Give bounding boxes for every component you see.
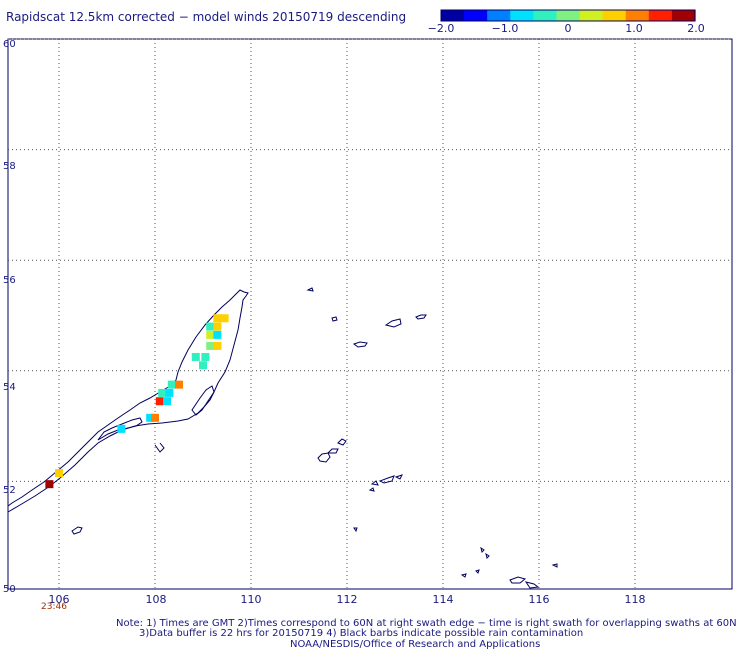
small-lake-outline [326, 448, 339, 454]
lon-tick-label: 110 [241, 593, 262, 606]
wind-difference-cell [201, 352, 210, 361]
lat-tick-label: 54 [3, 382, 16, 393]
wind-difference-cell [175, 380, 183, 389]
small-lake-outline [551, 563, 558, 568]
small-lake-outline [524, 581, 540, 589]
lat-tick-label: 50 [3, 584, 16, 595]
small-lake-outline [485, 552, 490, 559]
lat-tick-label: 56 [3, 275, 16, 286]
colorbar-swatch [510, 10, 534, 21]
olkhon-island-outline [97, 417, 143, 441]
colorbar-frame [440, 9, 696, 22]
wind-difference-cell [213, 314, 222, 323]
small-lake-outline [368, 487, 375, 492]
colorbar-label: −2.0 [428, 22, 455, 35]
wind-difference-cell [206, 341, 215, 350]
small-lake-outline [509, 576, 527, 584]
colorbar-swatch [533, 10, 558, 21]
wind-difference-cell [206, 322, 215, 331]
colorbar: −2.0 −1.0 0 1.0 2.0 [428, 9, 705, 35]
lon-tick-label: 114 [433, 593, 454, 606]
small-lake-outline [475, 569, 480, 574]
small-lake-outline [306, 287, 314, 292]
lat-tick-label: 60 [3, 39, 16, 50]
small-lake-outline [331, 316, 338, 322]
colorbar-label: 2.0 [687, 22, 705, 35]
wind-difference-cell [45, 480, 54, 489]
small-lake-outline [460, 573, 467, 578]
wind-difference-cell [146, 413, 155, 422]
lon-tick-label: 116 [529, 593, 550, 606]
gridlines [8, 38, 732, 589]
lon-tick-label: 118 [625, 593, 646, 606]
river-inlet-outline [154, 442, 165, 453]
colorbar-swatch [464, 10, 488, 21]
lon-tick-labels: 106 108 110 112 114 116 118 [49, 593, 646, 606]
wind-difference-cell [206, 330, 215, 339]
colorbar-swatch [602, 10, 627, 21]
wind-difference-cell [199, 361, 207, 370]
colorbar-swatch [625, 10, 650, 21]
footnote-line-1: Note: 1) Times are GMT 2)Times correspon… [116, 618, 737, 629]
wind-difference-cell [151, 413, 159, 422]
small-lake-outline [480, 546, 485, 553]
small-lake-outline [353, 527, 358, 533]
colorbar-swatch [441, 10, 465, 21]
colorbar-label: −1.0 [492, 22, 519, 35]
coastline-layer [7, 287, 558, 589]
colorbar-cells [441, 10, 696, 21]
wind-difference-cell [155, 397, 164, 406]
small-lake-outline [415, 314, 427, 320]
swath-time-label: 23:46 [41, 602, 67, 612]
colorbar-swatch [487, 10, 511, 21]
colorbar-swatch [648, 10, 673, 21]
wind-difference-cell [191, 352, 200, 361]
colorbar-label: 1.0 [625, 22, 643, 35]
colorbar-swatch [579, 10, 604, 21]
wind-difference-cell [220, 314, 229, 323]
wind-difference-cell [165, 388, 174, 397]
footnote-line-2: 3)Data buffer is 22 hrs for 20150719 4) … [139, 628, 583, 639]
wind-difference-cell [158, 388, 167, 397]
wind-difference-cell [163, 397, 171, 406]
small-lake-outline [317, 452, 331, 463]
colorbar-swatch [671, 10, 696, 21]
small-lake-outline [352, 341, 368, 348]
small-lake-outline [378, 475, 395, 484]
small-lake-outline [337, 438, 347, 446]
wind-difference-cell [167, 380, 176, 389]
colorbar-label: 0 [565, 22, 572, 35]
lat-tick-labels: 60 58 56 54 52 50 [3, 39, 16, 595]
plot-area [7, 38, 733, 590]
small-lake-outline [394, 474, 403, 480]
small-lake-outline [71, 526, 83, 535]
plot-frame [7, 38, 733, 590]
data-cells [45, 314, 229, 489]
wind-difference-cell [213, 330, 222, 339]
small-lake-outline [384, 318, 402, 328]
map-title: Rapidscat 12.5km corrected − model winds… [6, 10, 406, 24]
svyatoy-nos-peninsula-outline [191, 385, 215, 416]
wind-difference-cell [55, 469, 63, 478]
footnote-credit: NOAA/NESDIS/Office of Research and Appli… [290, 639, 540, 650]
lat-tick-label: 52 [3, 485, 16, 496]
small-lake-outline [370, 480, 379, 486]
lon-tick-label: 106 [49, 593, 70, 606]
lon-tick-label: 108 [146, 593, 167, 606]
wind-difference-cell [117, 424, 126, 433]
lon-tick-label: 112 [337, 593, 358, 606]
wind-difference-cell [213, 341, 222, 350]
lat-tick-label: 58 [3, 161, 16, 172]
wind-difference-cell [213, 322, 222, 331]
colorbar-swatch [556, 10, 581, 21]
